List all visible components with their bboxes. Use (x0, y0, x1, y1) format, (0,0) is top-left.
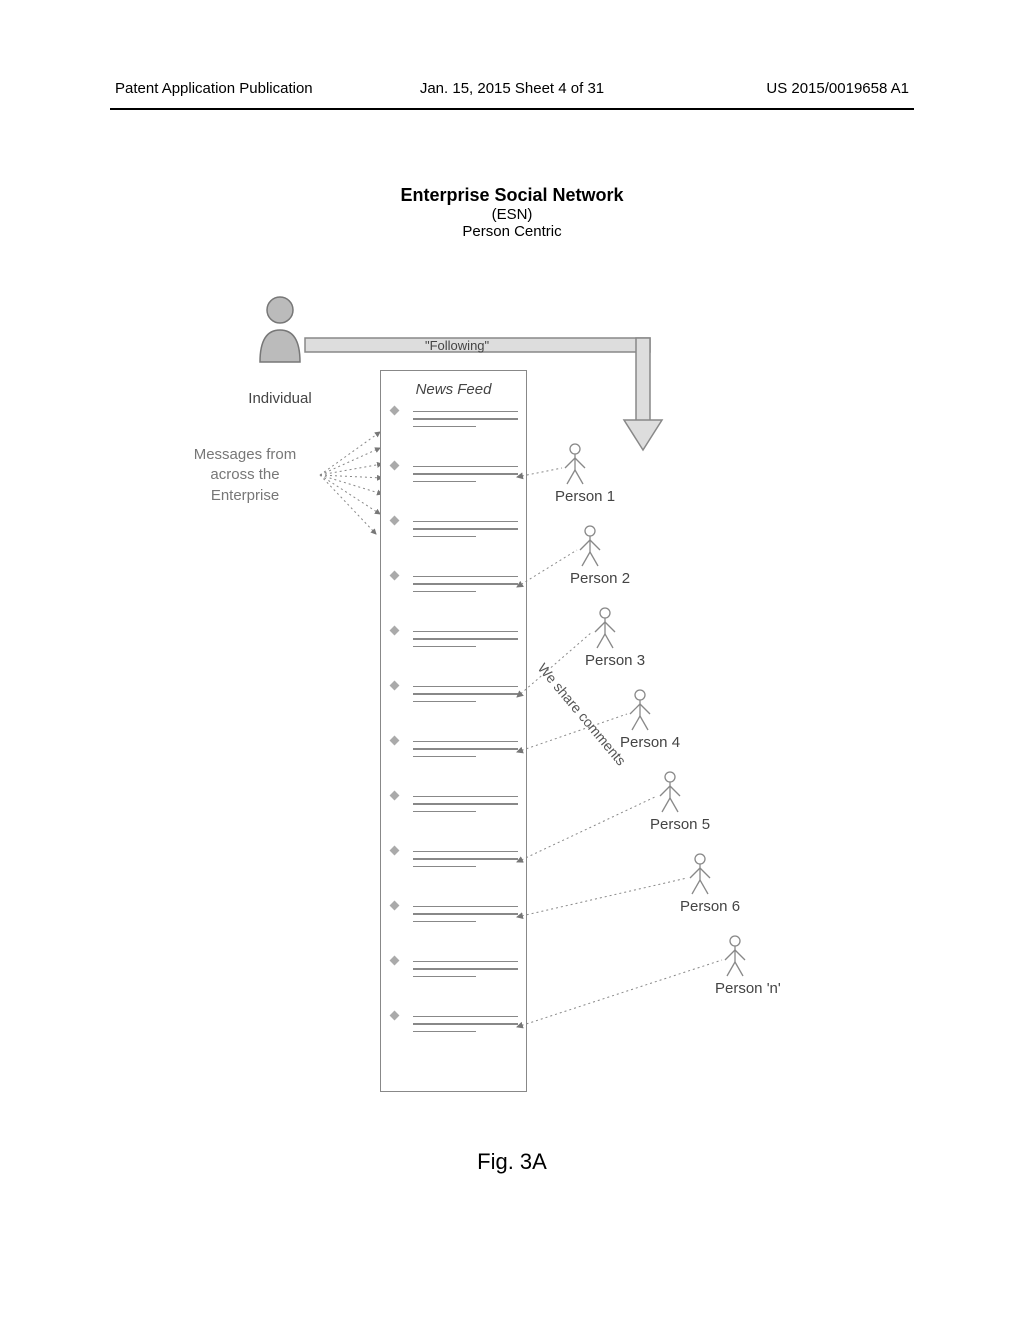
person-icon (590, 606, 620, 655)
person-label: Person 5 (650, 816, 710, 833)
person-icon (720, 934, 750, 983)
person-icon (575, 524, 605, 573)
person-icon (625, 688, 655, 737)
person-icon (560, 442, 590, 491)
person-label: Person 6 (680, 898, 740, 915)
person-label: Person 3 (585, 652, 645, 669)
person-label: Person 2 (570, 570, 630, 587)
person-label: Person 4 (620, 734, 680, 751)
person-label: Person 1 (555, 488, 615, 505)
person-label: Person 'n' (715, 980, 781, 997)
page-root: Patent Application Publication Jan. 15, … (0, 0, 1024, 1320)
figure-label: Fig. 3A (0, 1149, 1024, 1175)
person-connector-lines (0, 0, 1024, 1320)
person-icon (655, 770, 685, 819)
person-icon (685, 852, 715, 901)
